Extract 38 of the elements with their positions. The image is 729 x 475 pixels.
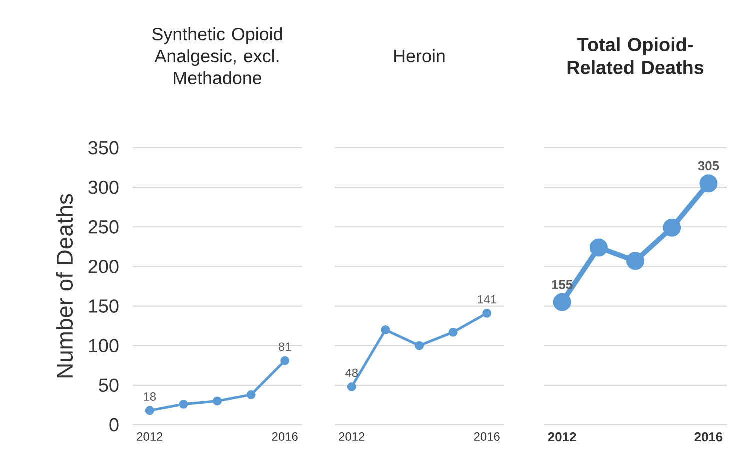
- data-label: 305: [698, 161, 720, 171]
- y-tick-label: 100: [89, 339, 119, 353]
- data-label: 141: [478, 295, 496, 304]
- y-tick-label: 250: [88, 220, 119, 234]
- point: [626, 252, 645, 270]
- x-tick-label: 2016: [272, 432, 298, 441]
- point: [280, 356, 290, 366]
- x-tick-label: 2016: [474, 432, 500, 441]
- point: [381, 326, 390, 335]
- y-tick-label: 150: [89, 300, 119, 313]
- point: [590, 238, 608, 257]
- x-tick-label: 2012: [548, 432, 576, 442]
- x-tick-label: 2012: [137, 432, 163, 441]
- data-label: 18: [144, 392, 156, 402]
- chart-title: Synthetic Opioid Analgesic, excl. Methadone: [152, 28, 282, 85]
- y-tick-label: 0: [110, 418, 119, 432]
- point: [663, 218, 682, 237]
- point: [179, 400, 188, 409]
- point: [145, 406, 154, 416]
- data-label: 81: [278, 342, 292, 352]
- chart-title: Total Opioid-Related Deaths: [568, 38, 704, 74]
- x-tick-label: 2016: [694, 432, 723, 442]
- point: [347, 382, 356, 392]
- point: [482, 308, 492, 318]
- data-label: 48: [346, 368, 358, 378]
- point: [700, 174, 718, 193]
- x-tick-label: 2012: [339, 432, 365, 441]
- point: [213, 396, 222, 406]
- y-tick-label: 350: [88, 141, 119, 155]
- y-axis-title: Number of Deaths: [56, 194, 74, 378]
- chart-title: Heroin: [394, 49, 445, 63]
- point: [553, 293, 572, 312]
- y-tick-label: 50: [99, 378, 119, 392]
- point: [415, 341, 424, 350]
- point: [448, 328, 458, 337]
- point: [246, 390, 256, 400]
- y-tick-label: 300: [88, 180, 119, 194]
- y-tick-label: 200: [88, 260, 119, 274]
